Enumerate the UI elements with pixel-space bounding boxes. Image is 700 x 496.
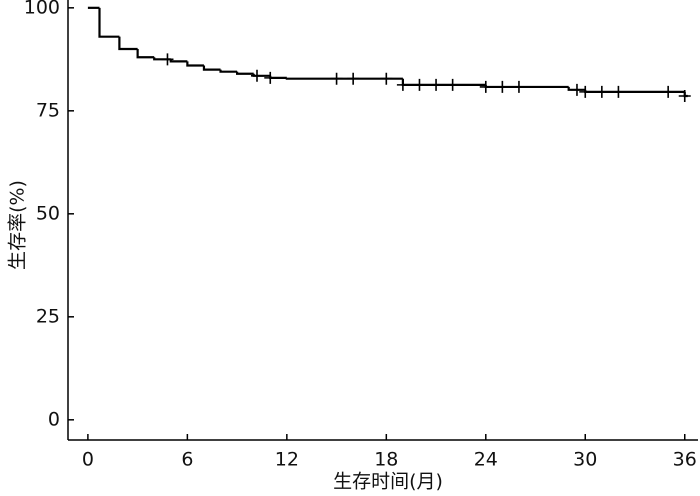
survival-step	[401, 78, 486, 86]
y-axis-label: 生存率(%)	[7, 180, 29, 270]
censor-mark	[479, 80, 492, 93]
survival-step	[98, 7, 120, 38]
x-tick-label: 36	[673, 449, 697, 471]
censor-mark	[612, 85, 625, 98]
censor-mark	[161, 53, 174, 66]
x-tick-label: 24	[474, 449, 498, 471]
censor-mark	[347, 72, 360, 85]
survival-step	[186, 61, 204, 67]
censor-mark	[251, 69, 263, 82]
censor-mark	[595, 85, 608, 98]
survival-step	[202, 65, 221, 71]
survival-step	[118, 36, 138, 51]
x-tick-label: 18	[374, 449, 398, 471]
x-tick-label: 12	[275, 449, 299, 471]
y-tick-label: 50	[36, 202, 60, 224]
y-tick-label: 0	[48, 408, 60, 430]
censor-mark	[678, 89, 691, 102]
censor-mark	[496, 80, 509, 93]
survival-step	[219, 69, 238, 73]
censor-mark	[380, 72, 393, 85]
survival-step	[285, 77, 403, 80]
survival-step	[236, 71, 254, 75]
survival-step	[136, 49, 155, 59]
censor-mark	[264, 71, 277, 84]
censor-mark	[570, 83, 583, 96]
censor-mark	[662, 85, 675, 98]
x-tick-label: 30	[573, 449, 597, 471]
censor-mark	[512, 80, 525, 93]
censor-mark	[446, 78, 459, 91]
x-axis-label: 生存时间(月)	[333, 471, 443, 493]
x-tick-label: 0	[82, 449, 94, 471]
censor-mark	[430, 78, 443, 91]
x-tick-label: 6	[181, 449, 193, 471]
censor-mark	[413, 78, 426, 91]
censor-mark	[579, 85, 592, 98]
censor-mark	[396, 78, 409, 91]
y-tick-label: 100	[24, 0, 60, 18]
y-tick-label: 75	[36, 99, 60, 121]
y-tick-label: 25	[36, 305, 60, 327]
censor-mark	[330, 72, 343, 85]
